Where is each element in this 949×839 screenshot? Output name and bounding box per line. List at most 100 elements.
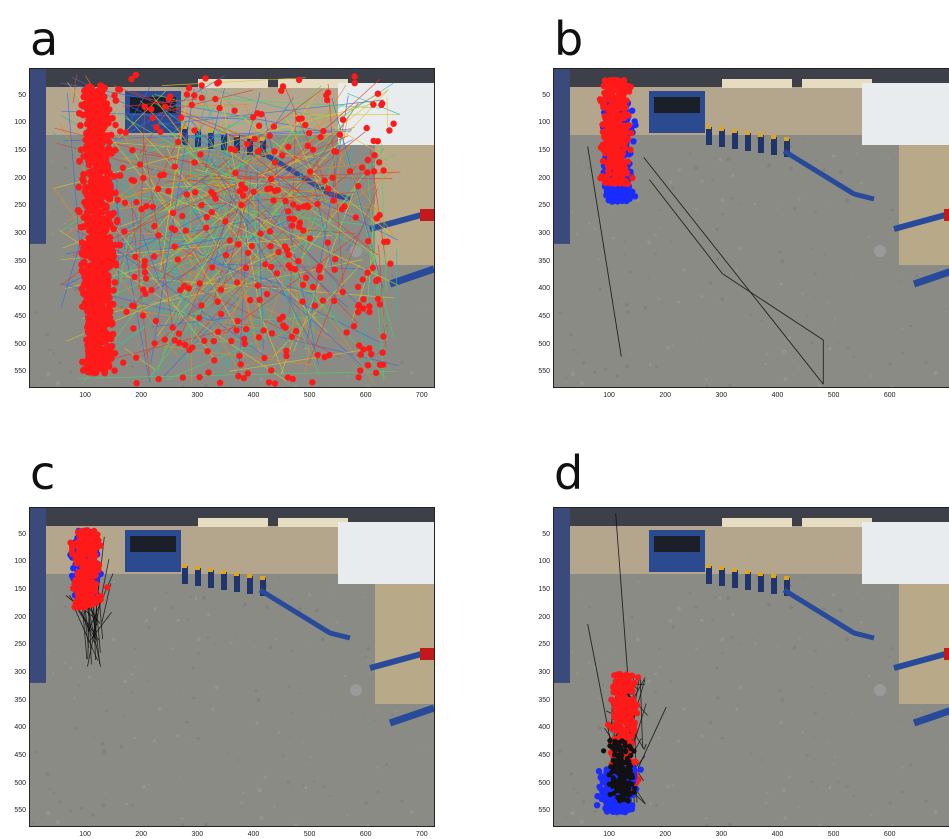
track-line <box>210 88 317 118</box>
floor-speckle <box>134 647 137 650</box>
track-point <box>611 110 618 117</box>
track-point <box>625 112 632 119</box>
floor-speckle <box>901 351 904 355</box>
turnstile <box>784 139 790 157</box>
track-line <box>333 103 395 338</box>
track-point <box>276 316 283 323</box>
track-point <box>616 784 622 790</box>
track-point <box>78 267 86 274</box>
track-point <box>109 300 117 308</box>
track-point <box>82 93 90 100</box>
floor-speckle <box>242 792 245 795</box>
track-point <box>305 129 313 137</box>
floor-speckle <box>635 637 640 642</box>
track-point <box>90 358 98 366</box>
track-point <box>108 342 116 350</box>
track-point <box>291 266 299 273</box>
floor-speckle <box>890 647 894 651</box>
floor-speckle <box>58 800 62 804</box>
floor-speckle <box>64 605 67 609</box>
floor-speckle <box>180 817 184 820</box>
floor-speckle <box>366 824 370 826</box>
track-point <box>175 138 182 146</box>
floor-speckle <box>699 691 702 693</box>
turnstile <box>758 135 764 153</box>
floor-speckle <box>671 344 674 347</box>
floor-speckle <box>711 179 714 182</box>
track-line <box>172 266 232 331</box>
floor-speckle <box>721 652 724 655</box>
track-point <box>314 200 321 208</box>
bollard <box>874 684 886 696</box>
turnstile <box>234 574 240 592</box>
floor-speckle <box>947 749 949 751</box>
track-point <box>254 282 261 289</box>
track-point <box>91 313 99 320</box>
floor-speckle <box>176 618 180 622</box>
track-point <box>133 199 140 206</box>
track-point <box>629 802 636 809</box>
track-point <box>630 138 637 145</box>
track-point <box>129 302 136 309</box>
track-point <box>309 283 317 291</box>
floor-speckle <box>626 310 630 315</box>
x-tick-label: 200 <box>135 392 148 399</box>
track-line <box>250 315 336 321</box>
track-line <box>369 145 387 266</box>
floor-speckle <box>726 596 731 600</box>
y-tick-label: 550 <box>14 368 26 376</box>
track-point <box>600 796 608 803</box>
track-point <box>119 164 127 172</box>
turnstile-light <box>247 574 252 578</box>
track-point <box>99 221 106 228</box>
turnstile <box>195 129 201 147</box>
floor-speckle <box>700 734 704 738</box>
turnstile-light <box>260 137 265 141</box>
track-point <box>89 329 97 337</box>
floor-speckle <box>670 679 673 682</box>
track-point <box>271 159 279 166</box>
track-line <box>380 142 387 292</box>
track-point <box>293 327 300 335</box>
floor-speckle <box>45 772 50 776</box>
floor-speckle <box>363 713 365 715</box>
turnstile-light <box>771 135 776 139</box>
floor-speckle <box>181 384 185 387</box>
floor-speckle <box>236 759 239 761</box>
floor-speckle <box>570 811 575 816</box>
floor-speckle <box>601 661 603 663</box>
track-point <box>386 127 393 134</box>
track-point <box>103 132 111 140</box>
floor-speckle <box>133 736 137 740</box>
turnstile-light <box>260 576 265 580</box>
y-tick-label: 450 <box>14 751 26 759</box>
track-point <box>226 237 233 244</box>
track-point <box>627 743 633 749</box>
floor-speckle <box>368 672 371 675</box>
floor-speckle <box>374 719 376 722</box>
floor-speckle <box>702 337 705 339</box>
turnstile <box>758 574 764 592</box>
track-point <box>181 341 189 348</box>
overhead-sign <box>198 518 268 527</box>
floor-speckle <box>409 371 414 375</box>
track-point <box>105 119 112 127</box>
x-tick-label: 700 <box>415 831 428 838</box>
floor-speckle <box>695 647 698 650</box>
track-point <box>309 379 316 386</box>
floor-speckle <box>211 707 215 711</box>
floor-speckle <box>259 816 264 820</box>
track-point <box>351 80 358 87</box>
track-point <box>262 261 269 268</box>
track-point <box>110 252 118 260</box>
track-point <box>605 170 613 177</box>
y-tick-label: 550 <box>538 368 550 376</box>
floor-speckle <box>615 374 619 378</box>
track-line <box>240 279 257 345</box>
track-point <box>235 241 242 248</box>
track-point <box>105 138 113 146</box>
track-point <box>84 151 92 159</box>
track-point <box>612 173 619 180</box>
track-point <box>93 352 101 359</box>
y-tick-label: 400 <box>538 724 550 732</box>
